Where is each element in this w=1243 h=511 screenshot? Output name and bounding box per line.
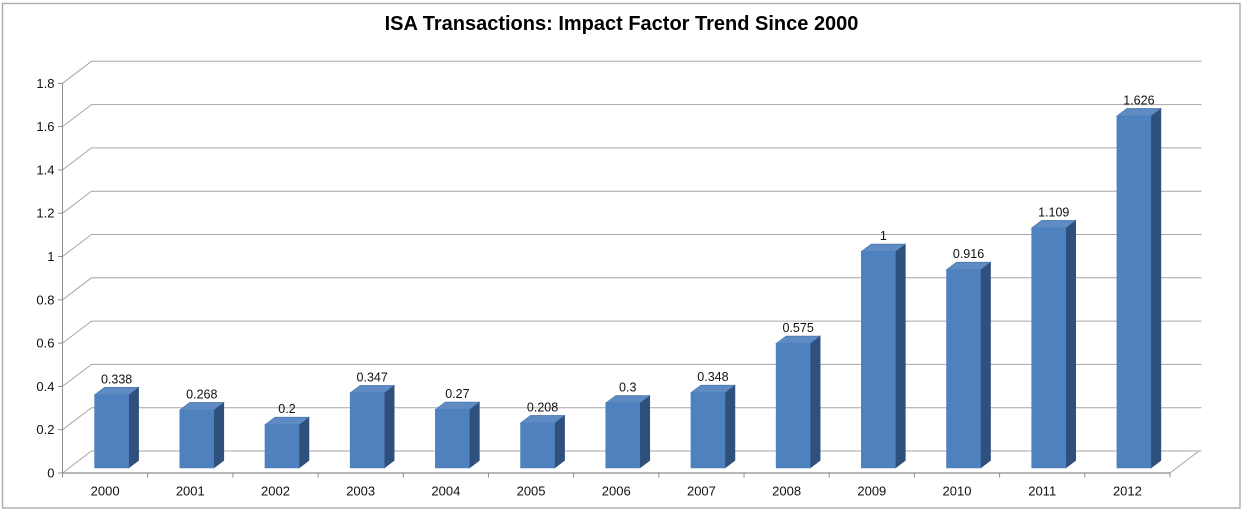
bar-side-face [809, 335, 821, 469]
bar-front-face [775, 343, 811, 469]
x-tick-label: 2000 [91, 484, 120, 499]
bar-side-face [895, 243, 906, 469]
y-tick-label: 1 [47, 249, 54, 264]
y-tick-label: 1.2 [36, 206, 54, 221]
bar-side-face [469, 401, 480, 469]
bar-2000 [93, 386, 140, 469]
y-tick-label: 1.4 [36, 162, 54, 177]
x-tick-label: 2011 [1028, 484, 1056, 499]
bar-2012 [1116, 107, 1162, 469]
gridline [62, 147, 1202, 171]
bar-data-label: 0.27 [445, 387, 469, 401]
bar-front-face [690, 392, 726, 469]
x-tick-label: 2006 [602, 484, 631, 499]
bar-2001 [178, 401, 225, 469]
bar-data-label: 0.338 [101, 372, 132, 386]
gridline [62, 234, 1202, 257]
bar-side-face [128, 386, 139, 469]
bar-data-label: 0.916 [953, 247, 984, 261]
bar-data-label: 0.348 [697, 370, 728, 384]
bar-side-face [1150, 107, 1162, 469]
bar-data-label: 1.109 [1038, 205, 1069, 219]
bar-2010 [945, 261, 992, 469]
bar-front-face [349, 392, 385, 469]
bar-2002 [264, 416, 310, 469]
bar-front-face [861, 251, 896, 469]
bar-data-label: 0.3 [619, 381, 636, 395]
bar-2008 [775, 335, 822, 469]
gridline [62, 60, 1202, 84]
bar-data-label: 0.208 [527, 400, 558, 414]
y-tick-label: 0.2 [36, 422, 54, 437]
floor-edge [1169, 450, 1200, 474]
x-tick-label: 2012 [1113, 484, 1142, 499]
x-tick-label: 2001 [176, 484, 205, 499]
bar-data-label: 0.575 [782, 321, 813, 335]
bar-2007 [690, 384, 736, 469]
y-tick-label: 0.4 [36, 379, 54, 394]
bar-side-face [213, 401, 225, 469]
gridline [62, 320, 1202, 344]
gridline [62, 450, 1202, 474]
bar-2011 [1030, 219, 1077, 469]
bar-data-label: 1.626 [1123, 93, 1154, 107]
y-tick-label: 0 [47, 466, 54, 481]
x-tick-label: 2010 [943, 484, 972, 499]
bar-side-face [383, 384, 395, 469]
y-tick-label: 0.6 [36, 336, 54, 351]
bar-front-face [94, 394, 129, 469]
y-tick-label: 1.6 [36, 119, 54, 134]
bar-2005 [519, 414, 566, 469]
x-tick-label: 2007 [687, 484, 716, 499]
bar-side-face [639, 394, 651, 469]
bar-data-label: 1 [880, 229, 887, 243]
x-tick-label: 2008 [772, 484, 801, 499]
gridline [62, 407, 1202, 431]
bar-side-face [298, 416, 310, 469]
bar-front-face [1116, 115, 1152, 469]
bar-front-face [605, 402, 641, 469]
bar-front-face [1031, 227, 1067, 469]
bar-front-face [946, 269, 981, 469]
bar-front-face [264, 424, 300, 469]
bar-side-face [554, 414, 565, 469]
bar-data-label: 0.347 [357, 370, 388, 384]
gridline [62, 363, 1202, 387]
bar-front-face [435, 409, 470, 469]
x-tick-label: 2004 [431, 484, 460, 499]
bar-2006 [604, 394, 651, 469]
bar-side-face [724, 384, 736, 469]
gridline [62, 277, 1202, 301]
bar-side-face [1065, 219, 1077, 469]
x-tick-label: 2005 [517, 484, 546, 499]
bar-data-label: 0.2 [278, 402, 295, 416]
x-tick-label: 2003 [346, 484, 375, 499]
x-tick-label: 2002 [261, 484, 290, 499]
bar-side-face [980, 261, 991, 469]
bar-2009 [860, 243, 907, 469]
gridline [62, 190, 1202, 214]
y-tick-label: 0.8 [36, 292, 54, 307]
bar-2004 [434, 401, 481, 469]
bar-front-face [520, 422, 555, 469]
chart-title: ISA Transactions: Impact Factor Trend Si… [384, 13, 859, 35]
bar-data-label: 0.268 [186, 387, 217, 401]
y-tick-label: 1.8 [36, 76, 54, 91]
gridline [62, 104, 1202, 127]
x-tick-label: 2009 [857, 484, 886, 499]
bar-front-face [179, 409, 215, 469]
bar-2003 [349, 384, 396, 469]
